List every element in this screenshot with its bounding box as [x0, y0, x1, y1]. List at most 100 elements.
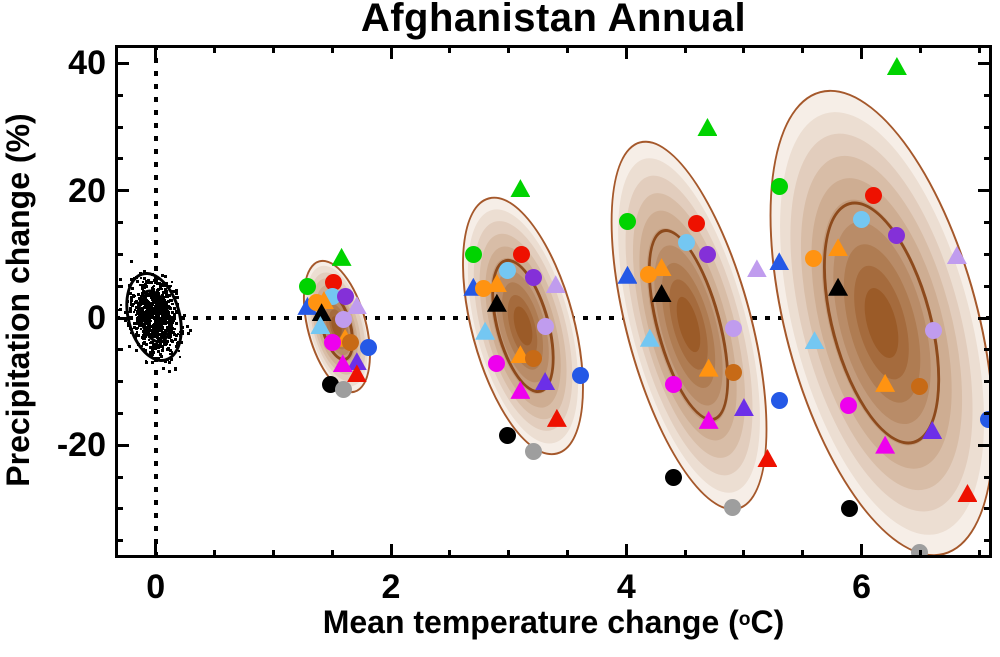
baseline-sample-dot	[162, 304, 166, 308]
baseline-sample-dot	[147, 320, 151, 324]
baseline-sample-dot	[141, 280, 144, 283]
baseline-sample-dot	[126, 310, 129, 313]
x-tick-label: 6	[852, 568, 872, 606]
baseline-sample-dot	[167, 347, 170, 350]
baseline-sample-dot	[170, 339, 174, 343]
baseline-sample-dot	[147, 317, 150, 320]
baseline-sample-dot	[159, 335, 163, 339]
baseline-sample-dot	[152, 310, 156, 314]
baseline-sample-dot	[174, 289, 178, 293]
baseline-sample-dot	[169, 343, 172, 346]
y-tick	[978, 189, 992, 193]
baseline-sample-dot	[168, 323, 171, 326]
baseline-sample-dot	[167, 332, 171, 336]
baseline-sample-dot	[189, 329, 193, 333]
baseline-sample-dot	[186, 331, 190, 335]
x-tick	[742, 550, 746, 558]
baseline-sample-dot	[136, 343, 140, 347]
baseline-sample-dot	[148, 292, 152, 296]
baseline-sample-dot	[145, 315, 149, 319]
marker-darkviolet-circle	[698, 246, 716, 264]
baseline-sample-dot	[161, 294, 165, 298]
baseline-sample-dot	[157, 350, 161, 354]
y-tick	[984, 157, 992, 161]
baseline-sample-dot	[161, 299, 164, 302]
baseline-sample-dot	[166, 316, 169, 319]
marker-green-triangle	[697, 118, 718, 137]
marker-skyblue-circle	[498, 261, 516, 279]
baseline-sample-dot	[164, 301, 168, 304]
baseline-sample-dot	[142, 322, 146, 326]
x-tick	[624, 544, 628, 558]
marker-red-circle	[324, 274, 342, 292]
baseline-sample-dot	[167, 340, 170, 343]
baseline-sample-dot	[160, 344, 164, 348]
baseline-sample-dot	[140, 324, 144, 327]
plot-area	[115, 45, 992, 558]
baseline-sample-dot	[165, 294, 169, 298]
x-tick	[271, 45, 275, 53]
baseline-sample-dot	[131, 287, 135, 291]
marker-blue-circle	[980, 410, 992, 428]
x-tick	[271, 550, 275, 558]
y-tick	[984, 539, 992, 543]
baseline-sample-dot	[162, 281, 166, 285]
baseline-sample-dot	[168, 336, 172, 340]
marker-green-circle	[618, 213, 636, 231]
x-tick	[683, 550, 687, 558]
baseline-sample-dot	[173, 312, 177, 316]
baseline-sample-dot	[151, 299, 155, 303]
baseline-sample-dot	[139, 319, 143, 323]
x-tick	[918, 550, 922, 558]
baseline-sample-dot	[151, 310, 155, 314]
baseline-sample-dot	[158, 328, 162, 332]
baseline-sample-dot	[150, 288, 153, 291]
baseline-sample-dot	[168, 307, 172, 311]
baseline-sample-dot	[164, 314, 168, 318]
baseline-sample-dot	[175, 345, 179, 349]
baseline-sample-dot	[171, 326, 175, 330]
baseline-sample-dot	[159, 333, 163, 337]
baseline-sample-dot	[130, 316, 133, 319]
baseline-sample-dot	[139, 313, 143, 317]
baseline-sample-dot	[129, 306, 133, 310]
baseline-sample-dot	[147, 315, 151, 319]
baseline-sample-dot	[158, 313, 161, 316]
baseline-sample-dot	[165, 290, 168, 293]
baseline-sample-dot	[160, 284, 164, 288]
baseline-sample-dot	[133, 311, 136, 314]
baseline-sample-dot	[167, 321, 171, 325]
baseline-sample-dot	[143, 336, 147, 340]
baseline-sample-dot	[147, 279, 151, 283]
baseline-sample-dot	[139, 277, 142, 280]
baseline-sample-dot	[146, 292, 150, 296]
baseline-sample-dot	[175, 303, 179, 307]
marker-green-triangle	[886, 56, 907, 75]
baseline-sample-dot	[160, 332, 164, 336]
baseline-sample-dot	[173, 290, 177, 294]
y-tick	[984, 252, 992, 256]
baseline-sample-dot	[170, 302, 173, 305]
baseline-sample-dot	[130, 277, 134, 281]
baseline-sample-dot	[139, 273, 143, 277]
y-tick	[984, 475, 992, 479]
baseline-sample-dot	[151, 287, 155, 291]
baseline-sample-dot	[166, 317, 170, 321]
baseline-sample-dot	[150, 280, 154, 284]
marker-gray-circle	[335, 381, 353, 399]
baseline-sample-dot	[154, 312, 157, 315]
baseline-sample-dot	[120, 304, 123, 307]
x-tick	[801, 45, 805, 53]
chart-title: Afghanistan Annual	[360, 0, 747, 40]
baseline-sample-dot	[146, 308, 149, 311]
baseline-sample-dot	[172, 295, 176, 299]
baseline-sample-dot	[159, 285, 163, 289]
baseline-sample-dot	[150, 272, 154, 276]
baseline-sample-dot	[172, 318, 176, 322]
baseline-sample-dot	[149, 341, 152, 344]
baseline-sample-dot	[151, 312, 155, 316]
x-tick	[507, 45, 511, 53]
baseline-sample-dot	[155, 340, 159, 344]
baseline-sample-dot	[178, 341, 182, 345]
